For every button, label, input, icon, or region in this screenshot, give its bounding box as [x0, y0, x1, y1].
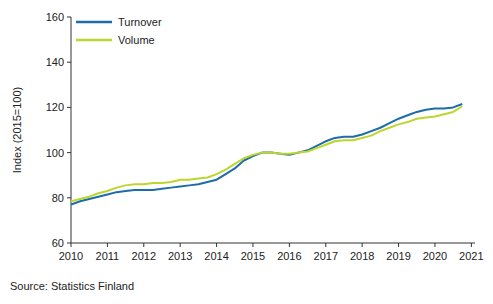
x-tick — [143, 243, 144, 247]
y-tick-label: 80 — [52, 192, 64, 204]
x-tick — [398, 243, 399, 247]
y-tick — [67, 17, 71, 18]
x-tick — [180, 243, 181, 247]
y-axis — [71, 17, 72, 243]
x-axis — [71, 243, 475, 244]
x-tick-label: 2017 — [314, 250, 338, 262]
x-tick-label: 2010 — [59, 250, 83, 262]
y-tick — [67, 62, 71, 63]
y-tick — [67, 107, 71, 108]
y-tick — [67, 197, 71, 198]
x-tick-label: 2021 — [459, 250, 483, 262]
x-tick-label: 2020 — [423, 250, 447, 262]
y-tick-label: 160 — [46, 11, 64, 23]
y-tick-label: 120 — [46, 101, 64, 113]
y-tick-label: 140 — [46, 56, 64, 68]
x-tick-label: 2015 — [241, 250, 265, 262]
x-tick-label: 2013 — [168, 250, 192, 262]
x-tick — [71, 243, 72, 247]
x-tick-label: 2019 — [386, 250, 410, 262]
legend-label: Turnover — [118, 16, 162, 28]
y-tick — [67, 243, 71, 244]
x-tick — [325, 243, 326, 247]
x-tick — [471, 243, 472, 247]
x-tick — [252, 243, 253, 247]
x-tick — [362, 243, 363, 247]
x-tick-label: 2012 — [132, 250, 156, 262]
legend-label: Volume — [118, 34, 155, 46]
legend-swatch — [76, 39, 112, 42]
y-tick — [67, 152, 71, 153]
y-tick-label: 100 — [46, 147, 64, 159]
x-tick — [107, 243, 108, 247]
y-axis-label: Index (2015=100) — [11, 87, 23, 174]
x-tick — [216, 243, 217, 247]
series-line — [71, 104, 462, 205]
legend: Turnover Volume — [76, 16, 162, 46]
y-tick-label: 60 — [52, 237, 64, 249]
x-tick — [289, 243, 290, 247]
plot-area — [71, 104, 462, 205]
source: Source: Statistics Finland — [10, 280, 134, 292]
chart: 60 80 100 120 140 160 2010 2011 2012 2013 2014 2015… — [0, 0, 493, 304]
x-tick-label: 2016 — [277, 250, 301, 262]
legend-swatch — [76, 21, 112, 24]
series-line — [71, 106, 462, 201]
x-tick-label: 2014 — [204, 250, 228, 262]
x-tick-label: 2018 — [350, 250, 374, 262]
x-tick-label: 2011 — [96, 250, 120, 262]
x-tick — [434, 243, 435, 247]
